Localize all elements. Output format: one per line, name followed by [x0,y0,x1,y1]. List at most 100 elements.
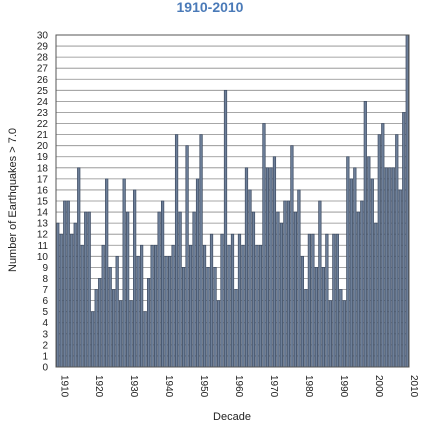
bar-1969 [262,123,266,368]
bar-1991 [339,289,343,368]
y-tick-label: 30 [37,31,49,42]
bar-1935 [143,311,147,368]
bar-1981 [304,289,308,368]
bar-1939 [157,211,161,368]
bar-2006 [391,167,395,368]
y-tick-label: 7 [42,285,48,296]
bar-1953 [206,267,210,368]
y-tick-label: 14 [37,208,49,219]
chart-title: 1910-2010 [177,0,244,15]
bar-1989 [332,233,336,368]
y-tick-label: 29 [37,42,49,53]
bar-2001 [374,222,378,368]
bar-1998 [363,101,367,368]
bar-2010 [405,34,409,368]
bar-1962 [237,233,242,368]
bar-1975 [283,200,287,368]
x-tick-label: 1960 [233,375,244,398]
bar-1956 [216,300,221,368]
bar-1971 [269,167,273,368]
y-tick-label: 21 [37,130,49,141]
y-tick-label: 16 [37,185,49,196]
bar-1951 [199,134,203,368]
y-tick-labels: 0123456789101112131415161718192021222324… [37,31,49,374]
bar-1984 [314,267,318,368]
bar-2000 [370,178,374,368]
y-tick-label: 28 [37,53,49,64]
bar-1985 [318,200,322,368]
bar-1937 [150,244,154,368]
y-tick-label: 8 [42,274,48,285]
x-tick-label: 1990 [338,375,349,398]
bar-1928 [119,300,123,368]
y-tick-label: 1 [42,351,48,362]
x-tick-label: 2010 [408,375,419,398]
bar-1945 [178,211,182,368]
y-tick-label: 24 [37,97,49,108]
bar-1940 [160,200,165,368]
bar-1958 [223,89,228,368]
y-axis-label: Number of Earthquakes > 7.0 [7,128,19,272]
bar-1938 [154,244,158,368]
bar-1993 [346,156,350,368]
y-tick-label: 22 [37,119,49,130]
bar-1952 [202,244,207,368]
x-tick-labels: 1910 1920 1930 1940 1950 1960 1970 1980 1990 2000… [58,375,419,398]
y-tick-label: 12 [37,230,49,241]
x-tick-label: 1970 [268,375,279,398]
y-tick-label: 19 [37,152,49,163]
bar-1915 [73,222,77,368]
bar-1967 [255,244,259,368]
bar-1929 [122,178,126,368]
plot-frame [55,34,410,368]
bar-1918 [84,211,88,368]
y-tick-label: 26 [37,75,49,86]
bar-2009 [402,112,406,368]
bar-1966 [251,211,256,368]
bar-1959 [227,244,231,368]
bar-1946 [181,267,186,368]
y-tick-label: 9 [42,263,48,274]
x-tick-label: 2000 [373,375,384,398]
y-tick-label: 4 [42,318,48,329]
x-tick-label: 1980 [303,375,314,398]
y-tick-label: 18 [37,163,49,174]
bar-1979 [297,189,301,368]
bar-2008 [398,189,402,368]
bar-1955 [213,267,217,368]
y-tick-label: 3 [42,329,48,340]
bar-1927 [115,255,119,368]
y-tick-label: 23 [37,108,49,119]
y-tick-label: 10 [37,252,49,263]
bar-1924 [105,178,109,368]
bar-1996 [356,211,360,368]
bar-2005 [388,167,392,368]
bar-1911 [59,233,63,368]
bar-1914 [70,233,74,368]
bar-1965 [248,189,252,368]
bars [56,34,409,368]
bar-1980 [300,255,305,368]
bar-1910 [56,222,60,368]
y-tick-label: 20 [37,141,49,152]
bar-1917 [80,244,84,368]
bar-2003 [381,123,385,368]
bar-1923 [101,244,105,368]
bar-1964 [244,167,249,368]
x-axis-label: Decade [213,411,251,423]
bar-1931 [129,300,133,368]
bar-1942 [167,255,172,368]
y-tick-label: 6 [42,296,48,307]
bar-1957 [220,233,224,368]
bar-1961 [234,289,238,368]
bar-1970 [265,167,270,368]
bar-1972 [272,156,277,368]
bar-1987 [325,233,329,368]
y-tick-label: 27 [37,64,49,75]
bar-1990 [335,233,339,368]
bar-2002 [377,134,381,368]
bar-1997 [360,200,364,368]
bar-2004 [384,167,388,368]
bar-1948 [188,244,193,368]
bar-1999 [367,156,371,368]
